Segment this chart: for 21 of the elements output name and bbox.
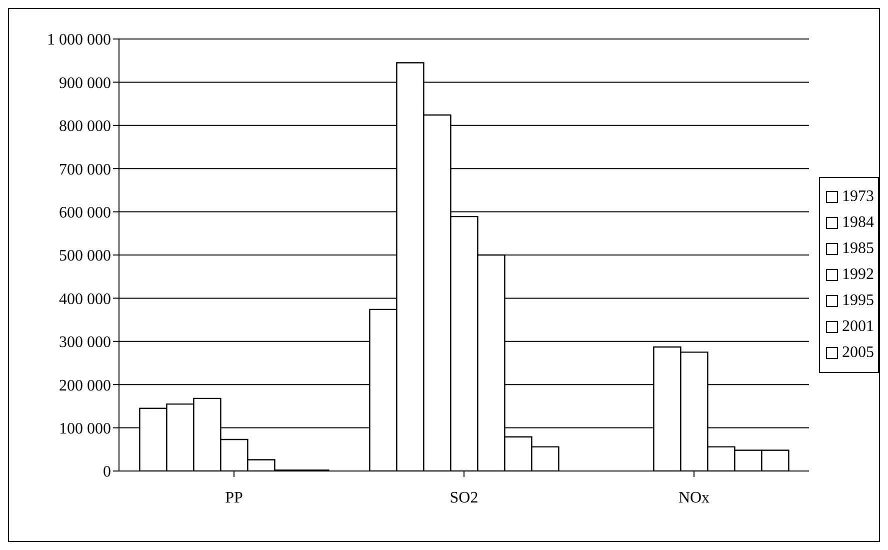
y-tick-label: 500 000 — [59, 248, 111, 265]
y-tick-label: 700 000 — [59, 161, 111, 178]
y-tick-label: 600 000 — [59, 204, 111, 222]
y-tick-label: 300 000 — [59, 334, 111, 352]
y-tick-label: 200 000 — [59, 377, 111, 394]
x-tick-label: SO2 — [450, 489, 478, 506]
y-tick-label: 800 000 — [59, 118, 111, 136]
y-tick-label: 1 000 000 — [47, 32, 111, 49]
legend-label: 2001 — [842, 318, 874, 336]
y-tick-label: 0 — [103, 464, 111, 481]
legend-label: 1985 — [842, 240, 874, 258]
x-tick-label: NOx — [678, 489, 710, 506]
legend-label: 2005 — [842, 344, 874, 362]
legend-label: 1995 — [842, 292, 874, 310]
y-tick-label: 100 000 — [59, 420, 111, 438]
y-tick-label: 900 000 — [59, 74, 111, 92]
y-tick-label: 400 000 — [59, 290, 111, 308]
legend-label: 1992 — [842, 266, 874, 284]
legend-label: 1984 — [842, 214, 874, 232]
x-tick-label: PP — [225, 489, 243, 506]
legend-label: 1973 — [842, 188, 874, 206]
